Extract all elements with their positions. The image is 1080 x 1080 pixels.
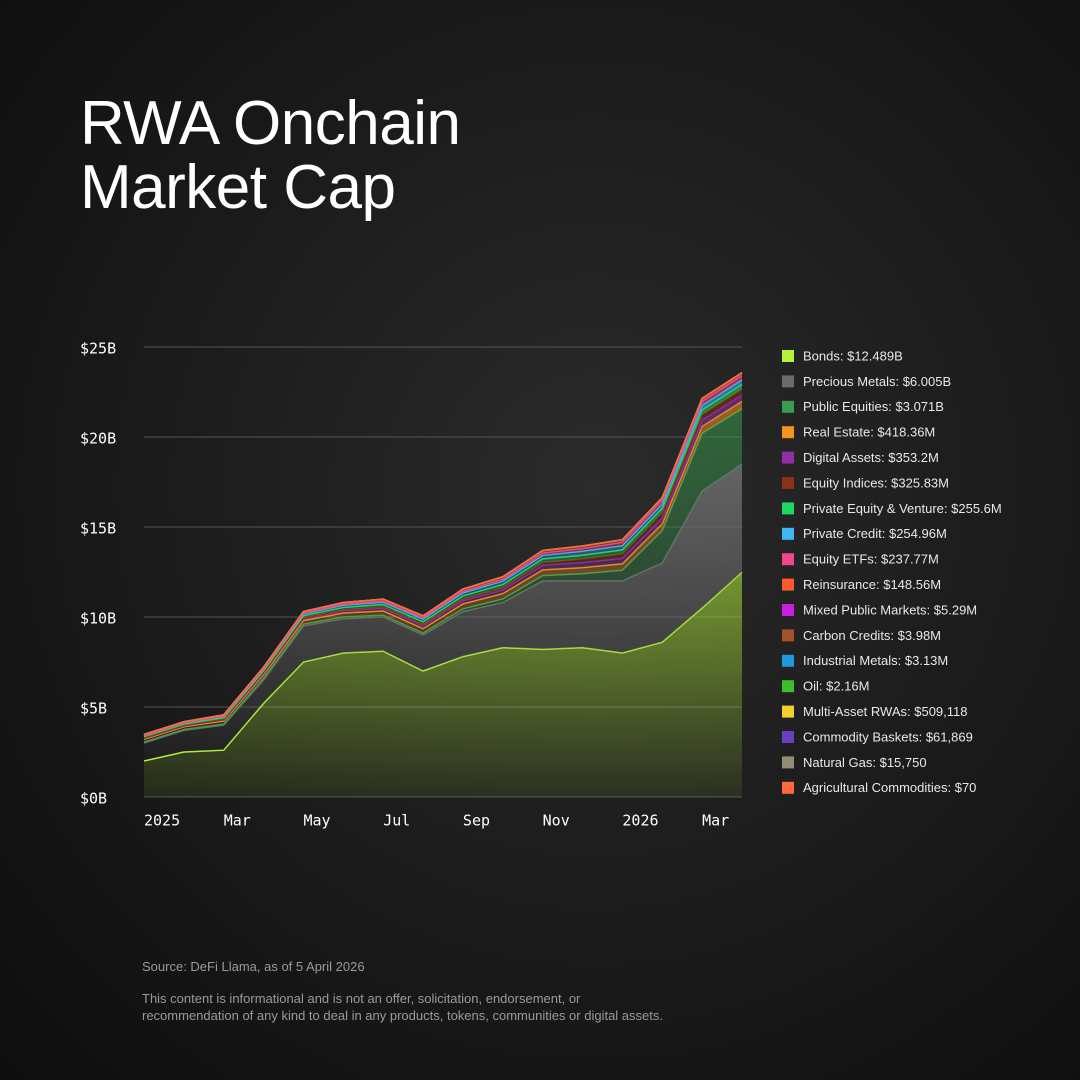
legend-label: Bonds: $12.489B	[803, 348, 903, 363]
area-edge	[143, 372, 743, 736]
legend-label: Public Equities: $3.071B	[803, 399, 944, 414]
x-tick-label: Jul	[383, 812, 410, 830]
y-tick-label: $20B	[80, 430, 116, 448]
legend-swatch	[782, 553, 794, 566]
disclaimer-line: This content is informational and is not…	[142, 991, 581, 1006]
legend-swatch	[782, 350, 794, 362]
legend-swatch	[782, 705, 794, 718]
x-tick-label: May	[303, 812, 330, 830]
x-tick-label: Sep	[463, 812, 490, 830]
legend-swatch	[782, 375, 794, 388]
legend-swatch	[782, 756, 794, 769]
legend-swatch	[782, 781, 794, 794]
x-tick-label: Nov	[543, 812, 570, 830]
legend-label: Equity Indices: $325.83M	[803, 475, 949, 490]
legend-label: Real Estate: $418.36M	[803, 425, 935, 440]
legend-swatch	[782, 604, 794, 616]
x-tick-label: 2026	[622, 812, 658, 830]
legend-label: Private Equity & Venture: $255.6M	[803, 501, 1002, 516]
y-tick-label: $0B	[80, 790, 107, 808]
legend-label: Precious Metals: $6.005B	[803, 374, 951, 389]
x-tick-label: Mar	[702, 812, 729, 830]
source: Source: DeFi Llama, as of 5 April 2026	[142, 959, 365, 974]
x-tick-label: Mar	[224, 812, 251, 830]
legend-swatch	[782, 400, 794, 413]
legend-label: Multi-Asset RWAs: $509,118	[803, 704, 968, 719]
legend-label: Oil: $2.16M	[803, 679, 869, 694]
legend-swatch	[782, 629, 794, 642]
area	[144, 464, 742, 761]
disclaimer-line: recommendation of any kind to deal in an…	[142, 1008, 663, 1023]
y-tick-label: $25B	[80, 340, 116, 358]
legend-label: Digital Assets: $353.2M	[803, 450, 939, 465]
legend-swatch	[782, 680, 794, 693]
legend-swatch	[782, 654, 794, 667]
chart-title: RWA Onchain Market Cap	[80, 89, 461, 222]
y-tick-label: $10B	[80, 610, 116, 628]
y-tick-label: $5B	[80, 700, 107, 718]
legend-label: Industrial Metals: $3.13M	[803, 653, 948, 668]
legend-label: Private Credit: $254.96M	[803, 526, 947, 541]
legend-label: Natural Gas: $15,750	[803, 755, 927, 770]
x-tick-label: 2025	[144, 812, 180, 830]
legend-label: Agricultural Commodities: $70	[803, 780, 976, 795]
legend-label: Commodity Baskets: $61,869	[803, 729, 973, 744]
legend-swatch	[782, 477, 794, 489]
legend-swatch	[782, 731, 794, 743]
y-tick-label: $15B	[80, 520, 116, 538]
legend-swatch	[782, 502, 794, 515]
area	[144, 408, 742, 743]
legend-label: Carbon Credits: $3.98M	[803, 628, 941, 643]
legend-label: Reinsurance: $148.56M	[803, 577, 941, 592]
disclaimer: This content is informational and is not…	[142, 990, 663, 1024]
area	[144, 572, 742, 797]
legend-swatch	[782, 451, 794, 464]
legend-swatch	[782, 426, 794, 439]
legend-swatch	[782, 527, 794, 540]
legend-swatch	[782, 578, 794, 591]
legend-label: Equity ETFs: $237.77M	[803, 552, 939, 567]
legend-label: Mixed Public Markets: $5.29M	[803, 602, 977, 617]
